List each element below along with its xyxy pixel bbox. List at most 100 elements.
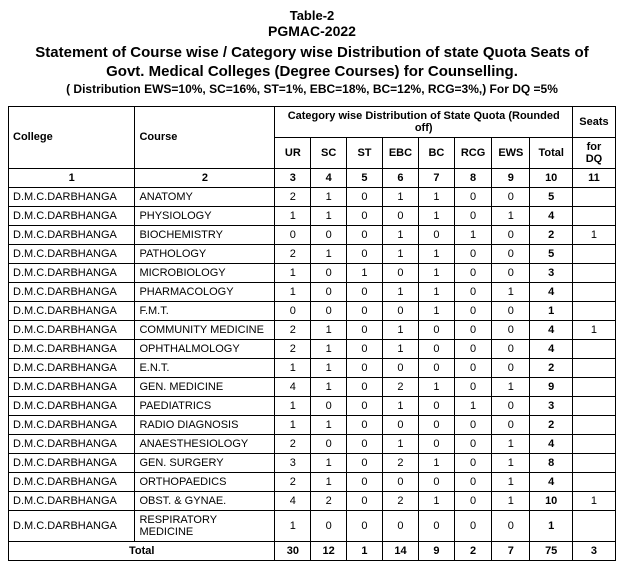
table-row: D.M.C.DARBHANGAGEN. SURGERY31021018 [9,453,616,472]
cell-ebc: 0 [382,472,418,491]
cell-sc: 1 [311,244,347,263]
cell-total: 3 [530,396,573,415]
cell-college: D.M.C.DARBHANGA [9,358,135,377]
cell-rcg: 0 [454,187,491,206]
cell-ebc: 0 [382,206,418,225]
cell-college: D.M.C.DARBHANGA [9,491,135,510]
cell-ur: 2 [275,472,311,491]
cell-total: 4 [530,282,573,301]
cell-course: OPHTHALMOLOGY [135,339,275,358]
colnum-3: 3 [275,168,311,187]
cell-college: D.M.C.DARBHANGA [9,510,135,541]
table-row: D.M.C.DARBHANGAPATHOLOGY21011005 [9,244,616,263]
cell-total: 2 [530,415,573,434]
cell-ews: 0 [492,263,530,282]
cell-college: D.M.C.DARBHANGA [9,434,135,453]
cell-ews: 0 [492,510,530,541]
cell-ews: 0 [492,358,530,377]
col-total: Total [530,137,573,168]
cell-ebc: 0 [382,358,418,377]
cell-bc: 0 [419,339,455,358]
cell-bc: 0 [419,225,455,244]
cell-rcg: 0 [454,263,491,282]
cell-bc: 1 [419,244,455,263]
col-course: Course [135,106,275,168]
table-row: D.M.C.DARBHANGAGEN. MEDICINE41021019 [9,377,616,396]
col-dist-header: Category wise Distribution of State Quot… [275,106,573,137]
cell-ur: 2 [275,320,311,339]
title-line-2: Govt. Medical Colleges (Degree Courses) … [8,63,616,80]
cell-bc: 0 [419,415,455,434]
cell-total: 3 [530,263,573,282]
cell-ebc: 0 [382,263,418,282]
cell-course: GEN. SURGERY [135,453,275,472]
cell-ews: 1 [492,282,530,301]
cell-college: D.M.C.DARBHANGA [9,339,135,358]
cell-ews: 1 [492,453,530,472]
cell-st: 0 [347,491,383,510]
cell-ews: 0 [492,225,530,244]
cell-course: PATHOLOGY [135,244,275,263]
col-seats: Seats [572,106,615,137]
cell-total: 1 [530,301,573,320]
cell-rcg: 0 [454,206,491,225]
cell-sc: 1 [311,377,347,396]
col-bc: BC [419,137,455,168]
colnum-11: 11 [572,168,615,187]
cell-dq [572,339,615,358]
colnum-2: 2 [135,168,275,187]
cell-bc: 1 [419,263,455,282]
cell-course: PAEDIATRICS [135,396,275,415]
cell-college: D.M.C.DARBHANGA [9,377,135,396]
cell-dq [572,206,615,225]
cell-college: D.M.C.DARBHANGA [9,415,135,434]
cell-rcg: 0 [454,510,491,541]
cell-rcg: 0 [454,358,491,377]
total-total: 75 [530,541,573,560]
cell-dq [572,472,615,491]
cell-course: ANAESTHESIOLOGY [135,434,275,453]
cell-course: GEN. MEDICINE [135,377,275,396]
cell-total: 9 [530,377,573,396]
cell-st: 0 [347,358,383,377]
colnum-4: 4 [311,168,347,187]
cell-bc: 1 [419,187,455,206]
cell-ur: 0 [275,225,311,244]
cell-ur: 1 [275,510,311,541]
table-row: D.M.C.DARBHANGAPHARMACOLOGY10011014 [9,282,616,301]
cell-college: D.M.C.DARBHANGA [9,453,135,472]
cell-bc: 0 [419,396,455,415]
cell-bc: 0 [419,472,455,491]
total-bc: 9 [419,541,455,560]
cell-ebc: 1 [382,282,418,301]
title-line-1: Statement of Course wise / Category wise… [8,43,616,63]
total-ur: 30 [275,541,311,560]
cell-ur: 1 [275,263,311,282]
cell-course: E.N.T. [135,358,275,377]
colnum-10: 10 [530,168,573,187]
cell-dq [572,415,615,434]
cell-dq [572,358,615,377]
cell-sc: 1 [311,472,347,491]
cell-st: 0 [347,434,383,453]
cell-sc: 0 [311,225,347,244]
cell-course: OBST. & GYNAE. [135,491,275,510]
col-ur: UR [275,137,311,168]
cell-st: 0 [347,244,383,263]
cell-ebc: 1 [382,225,418,244]
cell-total: 2 [530,225,573,244]
cell-college: D.M.C.DARBHANGA [9,187,135,206]
cell-ews: 1 [492,434,530,453]
cell-sc: 1 [311,453,347,472]
cell-rcg: 0 [454,301,491,320]
cell-ur: 0 [275,301,311,320]
colnum-5: 5 [347,168,383,187]
cell-ur: 1 [275,206,311,225]
cell-dq [572,396,615,415]
col-ews: EWS [492,137,530,168]
cell-dq: 1 [572,225,615,244]
cell-ebc: 2 [382,491,418,510]
cell-bc: 0 [419,358,455,377]
colnum-7: 7 [419,168,455,187]
cell-rcg: 0 [454,339,491,358]
